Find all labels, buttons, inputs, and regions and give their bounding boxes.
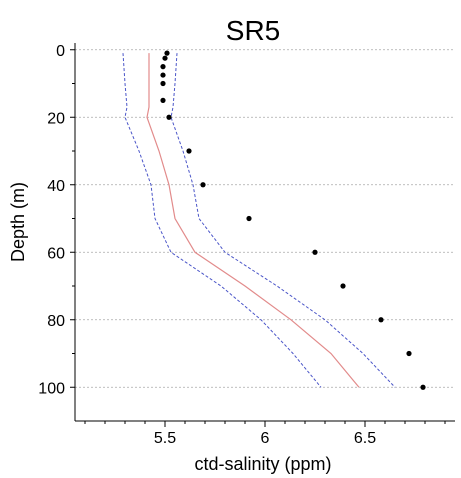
x-tick-label: 5.5: [154, 430, 176, 447]
confidence-bound-line: [122, 53, 322, 388]
chart-title: SR5: [226, 15, 280, 46]
grid-lines: [75, 49, 455, 388]
mean-profile-line: [146, 53, 360, 388]
y-tick-label: 80: [47, 313, 65, 330]
confidence-bound-line: [170, 53, 396, 388]
axes: [74, 43, 455, 422]
y-tick-label: 0: [56, 43, 65, 60]
data-point: [164, 50, 170, 56]
y-tick-label: 60: [47, 245, 65, 262]
axis-ticks: 0 20 40 60 80 100 5.5 6 6.5: [38, 43, 446, 447]
data-point: [406, 350, 412, 357]
y-tick-label: 100: [38, 380, 65, 397]
y-tick-label: 20: [47, 110, 65, 127]
data-point: [312, 249, 318, 255]
data-point: [160, 64, 166, 70]
y-axis-label: Depth (m): [8, 182, 28, 262]
data-point: [160, 72, 166, 78]
data-point: [246, 215, 252, 222]
x-tick-label: 6.5: [354, 430, 376, 447]
plot-series: [122, 50, 426, 390]
data-point: [378, 317, 384, 323]
data-point: [420, 384, 426, 390]
x-axis-label: ctd-salinity (ppm): [194, 454, 331, 474]
data-point: [186, 148, 192, 154]
data-point: [200, 182, 206, 188]
data-point: [340, 283, 346, 289]
data-point: [160, 80, 166, 87]
x-tick-label: 6: [261, 430, 270, 447]
data-point: [160, 97, 166, 103]
data-point: [162, 55, 168, 61]
data-point: [166, 114, 172, 120]
y-tick-label: 40: [47, 178, 65, 195]
